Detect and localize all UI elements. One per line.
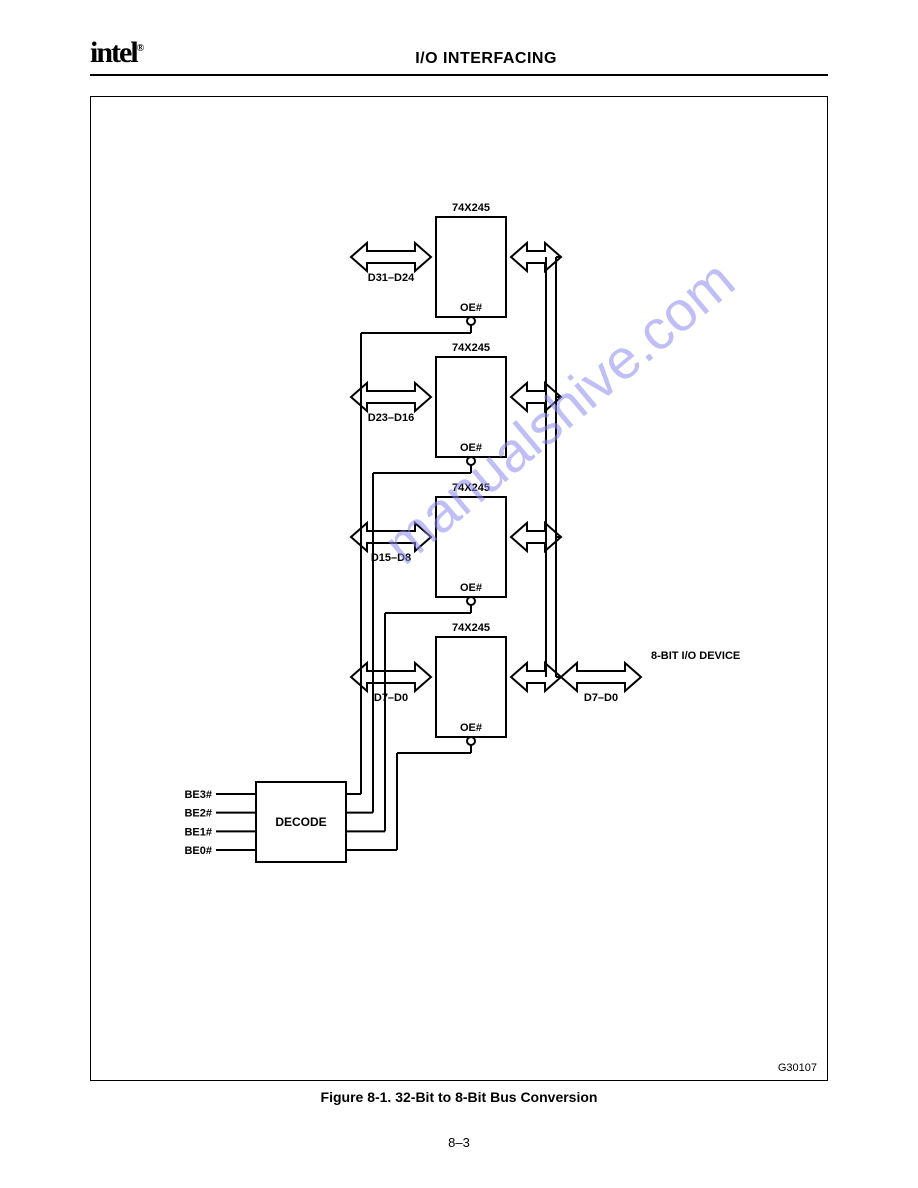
svg-text:D15–D8: D15–D8 — [371, 552, 411, 564]
page-header: intel® I/O INTERFACING — [90, 36, 828, 76]
figure-frame: 74X245 OE# D31–D24 74X245 OE# D23–D16 74X245 OE… — [90, 96, 828, 1081]
svg-text:74X245: 74X245 — [452, 622, 490, 634]
figure-ref-number: G30107 — [778, 1062, 817, 1074]
svg-text:OE#: OE# — [460, 722, 482, 734]
svg-text:OE#: OE# — [460, 582, 482, 594]
svg-text:8-BIT I/O DEVICE: 8-BIT I/O DEVICE — [651, 650, 740, 662]
figure-caption: Figure 8-1. 32-Bit to 8-Bit Bus Conversi… — [90, 1089, 828, 1105]
bus-conversion-diagram: 74X245 OE# D31–D24 74X245 OE# D23–D16 74X245 OE… — [161, 177, 761, 937]
svg-text:D31–D24: D31–D24 — [368, 272, 415, 284]
svg-text:OE#: OE# — [460, 302, 482, 314]
svg-text:D7–D0: D7–D0 — [374, 692, 408, 704]
logo-text: intel — [90, 36, 137, 69]
svg-text:74X245: 74X245 — [452, 342, 490, 354]
svg-text:OE#: OE# — [460, 442, 482, 454]
svg-text:74X245: 74X245 — [452, 202, 490, 214]
svg-text:D7–D0: D7–D0 — [584, 692, 618, 704]
page-number: 8–3 — [90, 1135, 828, 1150]
svg-text:D23–D16: D23–D16 — [368, 412, 414, 424]
intel-logo: intel® — [90, 36, 144, 70]
svg-text:DECODE: DECODE — [275, 815, 326, 829]
svg-text:BE0#: BE0# — [184, 845, 212, 857]
svg-text:74X245: 74X245 — [452, 482, 490, 494]
svg-text:BE2#: BE2# — [184, 808, 212, 820]
svg-text:BE3#: BE3# — [184, 789, 212, 801]
svg-text:BE1#: BE1# — [184, 826, 212, 838]
header-title: I/O INTERFACING — [144, 50, 828, 70]
